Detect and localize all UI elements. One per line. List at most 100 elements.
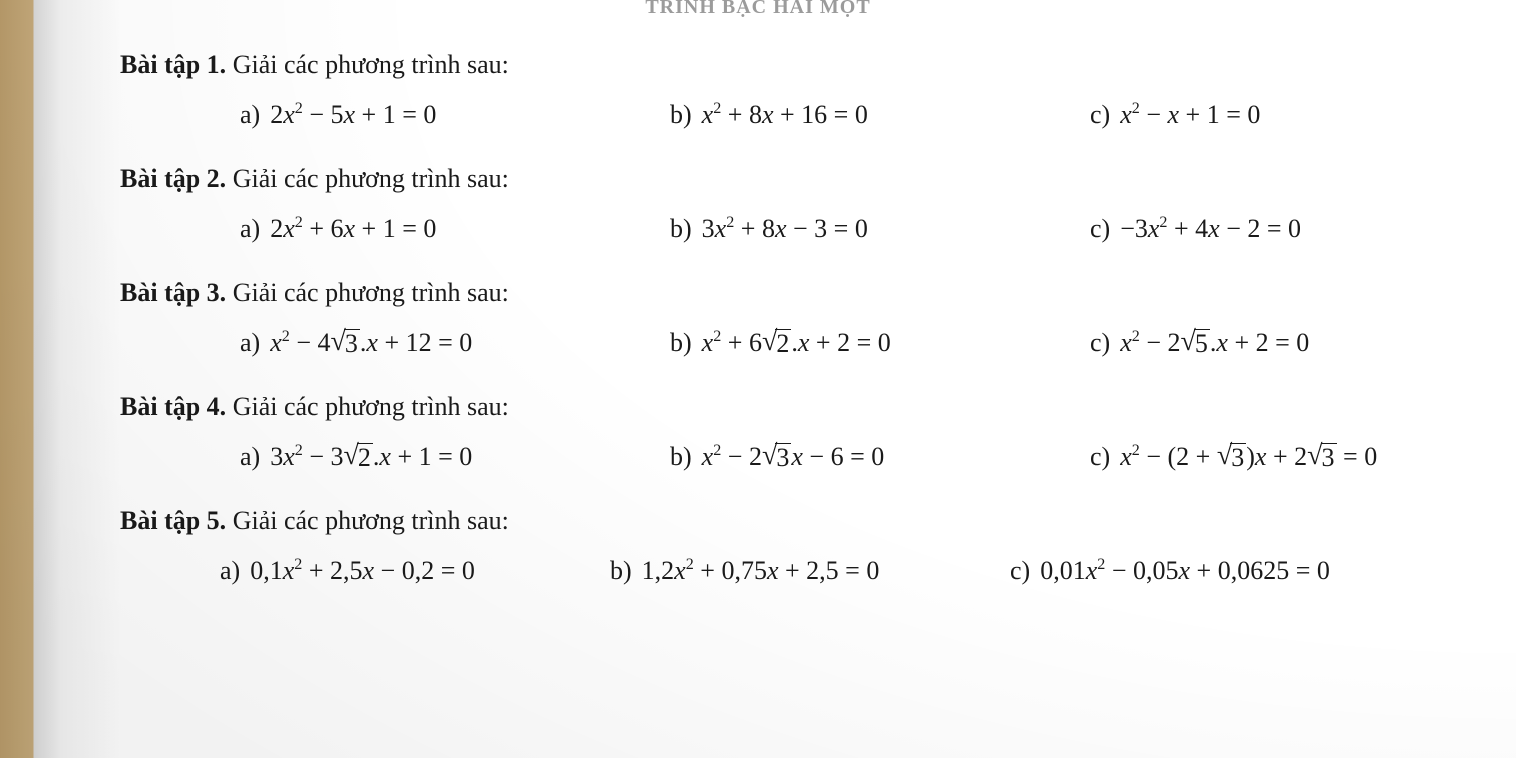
sup-2: 2 [713,328,721,345]
var-x: x [702,328,714,357]
var-x: x [343,100,355,129]
sqrt-icon: √3 [330,329,359,358]
label-a: a) [220,556,240,586]
section-5: Bài tập 5. Giải các phương trình sau: a)… [120,506,1476,586]
var-x: x [283,100,295,129]
expression: 2x2 + 6x + 1 = 0 [270,214,436,244]
op: − [1140,442,1168,471]
radicand: 3 [775,443,791,472]
var-x: x [343,214,355,243]
section-5-row: a) 0,1x2 + 2,5x − 0,2 = 0 b) 1,2x2 + 0,7… [120,556,1476,586]
eq-2a: a) 2x2 + 6x + 1 = 0 [240,214,670,244]
section-2-title: Bài tập 2. Giải các phương trình sau: [120,164,1476,194]
var-x: x [1255,442,1267,471]
var-x: x [270,328,282,357]
sqrt-icon: √3 [1307,443,1336,472]
mid: − [1140,100,1168,129]
tail: + 16 = 0 [774,100,868,129]
var-x: x [283,556,295,585]
var-x: x [1148,214,1160,243]
label-c: c) [1010,556,1030,586]
var-x: x [1086,556,1098,585]
coef2: 3 [330,442,343,471]
label-b: b) [670,328,692,358]
mid: + 6 [303,214,344,243]
label-c: c) [1090,100,1110,130]
section-4-row: a) 3x2 − 3√2.x + 1 = 0 b) x2 − 2√3x − 6 … [120,442,1476,472]
expression: 3x2 + 8x − 3 = 0 [702,214,868,244]
sup-2: 2 [1097,556,1105,573]
eq-3a: a) x2 − 4√3.x + 12 = 0 [240,328,670,358]
var-x: x [1178,556,1190,585]
sup-2: 2 [686,556,694,573]
coef: 6 [749,328,762,357]
sqrt-icon: √5 [1180,329,1209,358]
mid: + 0,75 [694,556,767,585]
expression: x2 − 2√5.x + 2 = 0 [1120,328,1309,358]
label-c: c) [1090,442,1110,472]
eq-5a: a) 0,1x2 + 2,5x − 0,2 = 0 [220,556,610,586]
coef: 0,01 [1040,556,1086,585]
label-b: b) [610,556,632,586]
var-x: x [715,214,727,243]
sup-2: 2 [282,328,290,345]
title-bold: Bài tập 2. [120,164,226,193]
eq-1a: a) 2x2 − 5x + 1 = 0 [240,100,670,130]
mid: + 8 [721,100,762,129]
title-rest: Giải các phương trình sau: [226,278,509,307]
label-c: c) [1090,214,1110,244]
coef: 3 [702,214,715,243]
var-x: x [1208,214,1220,243]
sqrt-icon: √3 [1217,443,1246,472]
tail: + 12 = 0 [378,328,472,357]
tail: + 0,0625 = 0 [1190,556,1330,585]
mid: − 5 [303,100,344,129]
section-3-title: Bài tập 3. Giải các phương trình sau: [120,278,1476,308]
sup-2: 2 [295,100,303,117]
eq-3b: b) x2 + 6√2.x + 2 = 0 [670,328,1090,358]
expression: x2 + 8x + 16 = 0 [702,100,868,130]
title-bold: Bài tập 1. [120,50,226,79]
tail: + 1 = 0 [1179,100,1260,129]
expression: x2 − 4√3.x + 12 = 0 [270,328,472,358]
tail: + 1 = 0 [355,214,436,243]
tail: − 2 = 0 [1220,214,1301,243]
label-a: a) [240,100,260,130]
expression: −3x2 + 4x − 2 = 0 [1120,214,1301,244]
var-x: x [283,442,295,471]
mid: + 4 [1167,214,1208,243]
var-x: x [791,442,803,471]
section-1: Bài tập 1. Giải các phương trình sau: a)… [120,50,1476,130]
var-x: x [379,442,391,471]
eq-4a: a) 3x2 − 3√2.x + 1 = 0 [240,442,670,472]
sup-2: 2 [1132,328,1140,345]
coef: 2 [1167,328,1180,357]
radicand: 3 [1230,443,1246,472]
radicand: 5 [1194,329,1210,358]
op: − [290,328,318,357]
var-x: x [775,214,787,243]
op: − [721,442,749,471]
paren-open: (2 + [1167,442,1216,471]
op: + [1266,442,1294,471]
sup-2: 2 [295,214,303,231]
sqrt-icon: √3 [762,443,791,472]
eq-2c: c) −3x2 + 4x − 2 = 0 [1090,214,1301,244]
var-x: x [798,328,810,357]
eq-4b: b) x2 − 2√3x − 6 = 0 [670,442,1090,472]
title-rest: Giải các phương trình sau: [226,164,509,193]
radicand: 3 [344,329,360,358]
var-x: x [362,556,374,585]
sup-2: 2 [713,442,721,459]
eq-5b: b) 1,2x2 + 0,75x + 2,5 = 0 [610,556,1010,586]
radicand: 2 [775,329,791,358]
sup-2: 2 [726,214,734,231]
section-2: Bài tập 2. Giải các phương trình sau: a)… [120,164,1476,244]
expression: 2x2 − 5x + 1 = 0 [270,100,436,130]
mid: − 0,05 [1105,556,1178,585]
var-x: x [283,214,295,243]
label-b: b) [670,442,692,472]
expression: x2 − x + 1 = 0 [1120,100,1260,130]
section-4: Bài tập 4. Giải các phương trình sau: a)… [120,392,1476,472]
expression: 1,2x2 + 0,75x + 2,5 = 0 [642,556,880,586]
